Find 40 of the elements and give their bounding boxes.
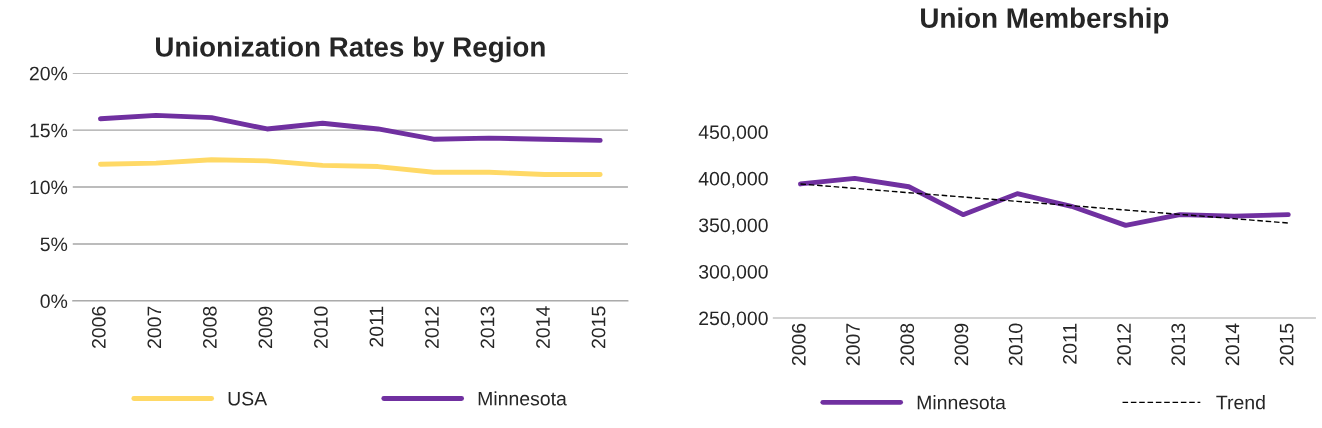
x-tick-label: 2006 bbox=[791, 323, 806, 366]
chart-title: Unionization Rates by Region bbox=[156, 36, 545, 63]
y-tick-label: 0% bbox=[40, 294, 68, 309]
x-tick-label: 2010 bbox=[1008, 323, 1023, 366]
x-tick-label: 2013 bbox=[480, 306, 495, 349]
y-tick-label: 300,000 bbox=[698, 264, 768, 281]
x-tick-label: 2014 bbox=[1225, 323, 1240, 366]
y-tick-label: 15% bbox=[30, 123, 68, 138]
x-tick-label: 2009 bbox=[258, 306, 273, 349]
x-tick-label: 2007 bbox=[846, 323, 860, 366]
chart-title: Union Membership bbox=[921, 7, 1169, 34]
y-tick-label: 10% bbox=[30, 180, 68, 195]
x-tick-label: 2013 bbox=[1171, 323, 1186, 366]
legend-label: USA bbox=[228, 391, 268, 406]
legend-label: Minnesota bbox=[917, 395, 1006, 410]
y-tick-label: 250,000 bbox=[699, 311, 768, 328]
x-tick-label: 2008 bbox=[900, 323, 915, 366]
legend-label: Minnesota bbox=[478, 391, 567, 406]
line-series bbox=[98, 157, 603, 177]
legend-label: Trend bbox=[1216, 395, 1265, 410]
y-tick-label: 20% bbox=[29, 66, 68, 81]
x-tick-label: 2015 bbox=[1279, 323, 1294, 366]
x-tick-label: 2015 bbox=[591, 306, 606, 349]
x-tick-label: 2012 bbox=[425, 306, 439, 349]
x-tick-label: 2012 bbox=[1117, 323, 1131, 366]
x-tick-label: 2014 bbox=[536, 306, 550, 349]
y-tick-label: 5% bbox=[40, 237, 68, 252]
y-tick-label: 350,000 bbox=[698, 218, 768, 235]
x-tick-label: 2011 bbox=[1062, 323, 1077, 364]
x-tick-label: 2006 bbox=[91, 306, 106, 349]
y-tick-label: 400,000 bbox=[698, 171, 768, 188]
x-tick-label: 2007 bbox=[147, 306, 162, 349]
line-series bbox=[799, 183, 1289, 224]
x-tick-label: 2011 bbox=[369, 306, 384, 347]
y-tick-label: 450,000 bbox=[698, 125, 768, 142]
x-tick-label: 2009 bbox=[954, 323, 969, 366]
x-tick-label: 2010 bbox=[314, 306, 328, 349]
line-series bbox=[98, 112, 603, 143]
x-tick-label: 2008 bbox=[202, 306, 217, 349]
line-series bbox=[798, 175, 1291, 228]
